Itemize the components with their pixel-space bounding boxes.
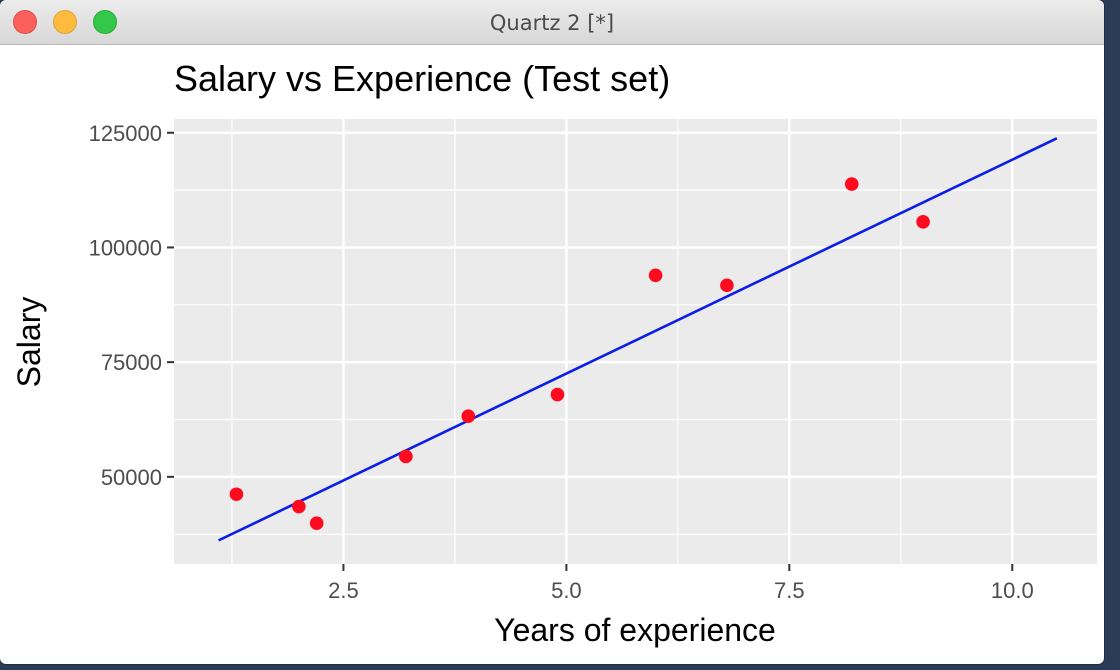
data-point [844, 177, 859, 191]
axis-ticks [167, 131, 1014, 571]
zoom-window-button[interactable] [93, 10, 117, 34]
data-point [229, 487, 244, 502]
window-title: Quartz 2 [*] [489, 11, 615, 35]
y-tick-labels: 50000 75000 100000 125000 [89, 121, 162, 490]
quartz-window: Quartz 2 [*] Salary vs Experience (Test … [0, 0, 1104, 664]
plot-area: Salary vs Experience (Test set) 2.5 5.0 7.… [0, 45, 1104, 664]
data-point [720, 278, 734, 293]
data-point [461, 409, 476, 423]
scatter-chart: Salary vs Experience (Test set) 2.5 5.0 7.… [11, 58, 1097, 648]
close-window-button[interactable] [13, 10, 37, 34]
x-axis-label: Years of experience [494, 612, 776, 648]
y-axis-label: Salary [11, 297, 47, 388]
title-bar[interactable]: Quartz 2 [*] [0, 0, 1104, 45]
x-tick-label: 7.5 [774, 578, 805, 603]
regression-line-layer [218, 137, 1058, 542]
data-point [292, 499, 306, 514]
minor-gridlines [174, 119, 1097, 564]
data-point [550, 387, 565, 402]
minimize-window-button[interactable] [53, 10, 77, 34]
x-tick-label: 5.0 [551, 578, 582, 603]
y-tick-label: 125000 [89, 121, 162, 146]
data-points-layer [229, 177, 930, 531]
y-tick-label: 50000 [101, 465, 162, 490]
data-point [916, 215, 930, 229]
chart-title: Salary vs Experience (Test set) [174, 58, 670, 99]
major-gridlines [174, 119, 1097, 564]
data-point [309, 516, 324, 531]
data-point [648, 268, 663, 283]
data-point [399, 449, 413, 464]
regression-line [218, 137, 1058, 542]
y-tick-label: 100000 [89, 235, 162, 260]
y-tick-label: 75000 [101, 350, 162, 375]
x-tick-label: 10.0 [991, 578, 1034, 603]
x-tick-labels: 2.5 5.0 7.5 10.0 [328, 578, 1034, 603]
x-tick-label: 2.5 [328, 578, 359, 603]
